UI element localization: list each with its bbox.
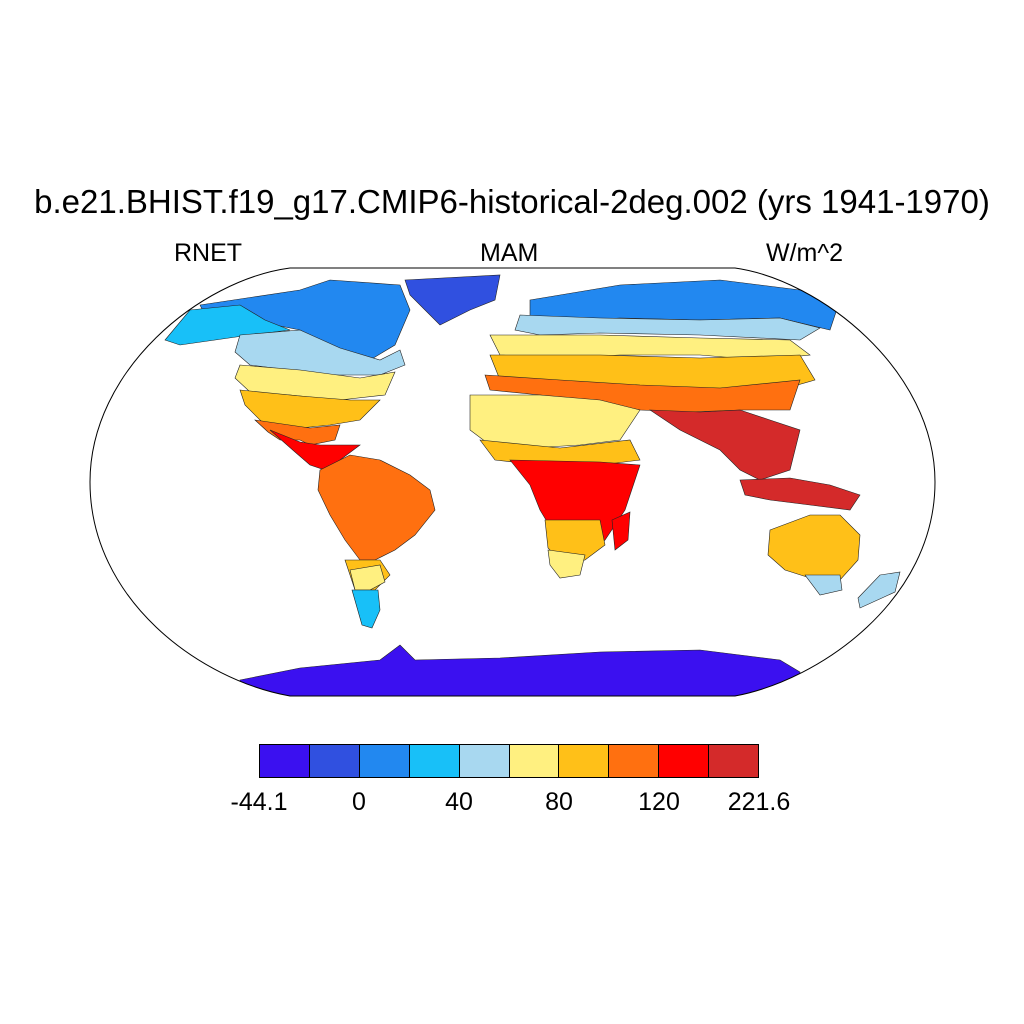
season-label: MAM — [480, 239, 539, 267]
region-sahel — [479, 439, 641, 466]
units-label: W/m^2 — [766, 239, 844, 267]
colorbar-swatch — [309, 745, 360, 777]
region-new-zealand — [857, 571, 901, 609]
colorbar-swatch — [260, 745, 310, 777]
variable-label: RNET — [174, 239, 243, 267]
region-patagonia — [351, 589, 381, 629]
region-na-mid — [234, 329, 406, 376]
colorbar-tick-label: 0 — [352, 788, 366, 816]
map-title: b.e21.BHIST.f19_g17.CMIP6-historical-2de… — [34, 183, 990, 220]
colorbar-swatch — [709, 745, 759, 777]
region-aus-south — [804, 574, 843, 596]
colorbar-tick-label: 80 — [545, 788, 573, 816]
colorbar-swatch — [459, 745, 510, 777]
globe-outline — [89, 267, 936, 697]
region-amazon — [317, 454, 436, 561]
region-madagascar — [611, 511, 631, 551]
region-antarctica — [239, 644, 801, 696]
region-north-europe — [514, 314, 821, 341]
colorbar-tick-label: 40 — [445, 788, 473, 816]
colorbar-tick-label: -44.1 — [230, 788, 288, 816]
colorbar-swatch — [559, 745, 610, 777]
region-north-africa — [469, 394, 641, 449]
region-south-asia — [648, 409, 801, 481]
region-na-band2 — [239, 389, 381, 429]
colorbar-swatch — [609, 745, 660, 777]
region-greenland — [404, 274, 501, 326]
colorbar-tick-label: 120 — [638, 788, 680, 816]
region-sa-south — [349, 564, 386, 591]
colorbar-tick-label: 221.6 — [727, 788, 791, 816]
region-na-band1 — [234, 364, 396, 401]
colorbar-swatch — [359, 745, 410, 777]
colorbar-swatch — [659, 745, 710, 777]
land-fill-layer — [164, 274, 901, 696]
region-indonesia — [739, 477, 861, 511]
colorbar-swatch — [409, 745, 460, 777]
colorbar — [259, 744, 759, 778]
region-cape — [547, 549, 586, 579]
region-australia — [767, 514, 861, 581]
colorbar-swatch — [509, 745, 560, 777]
